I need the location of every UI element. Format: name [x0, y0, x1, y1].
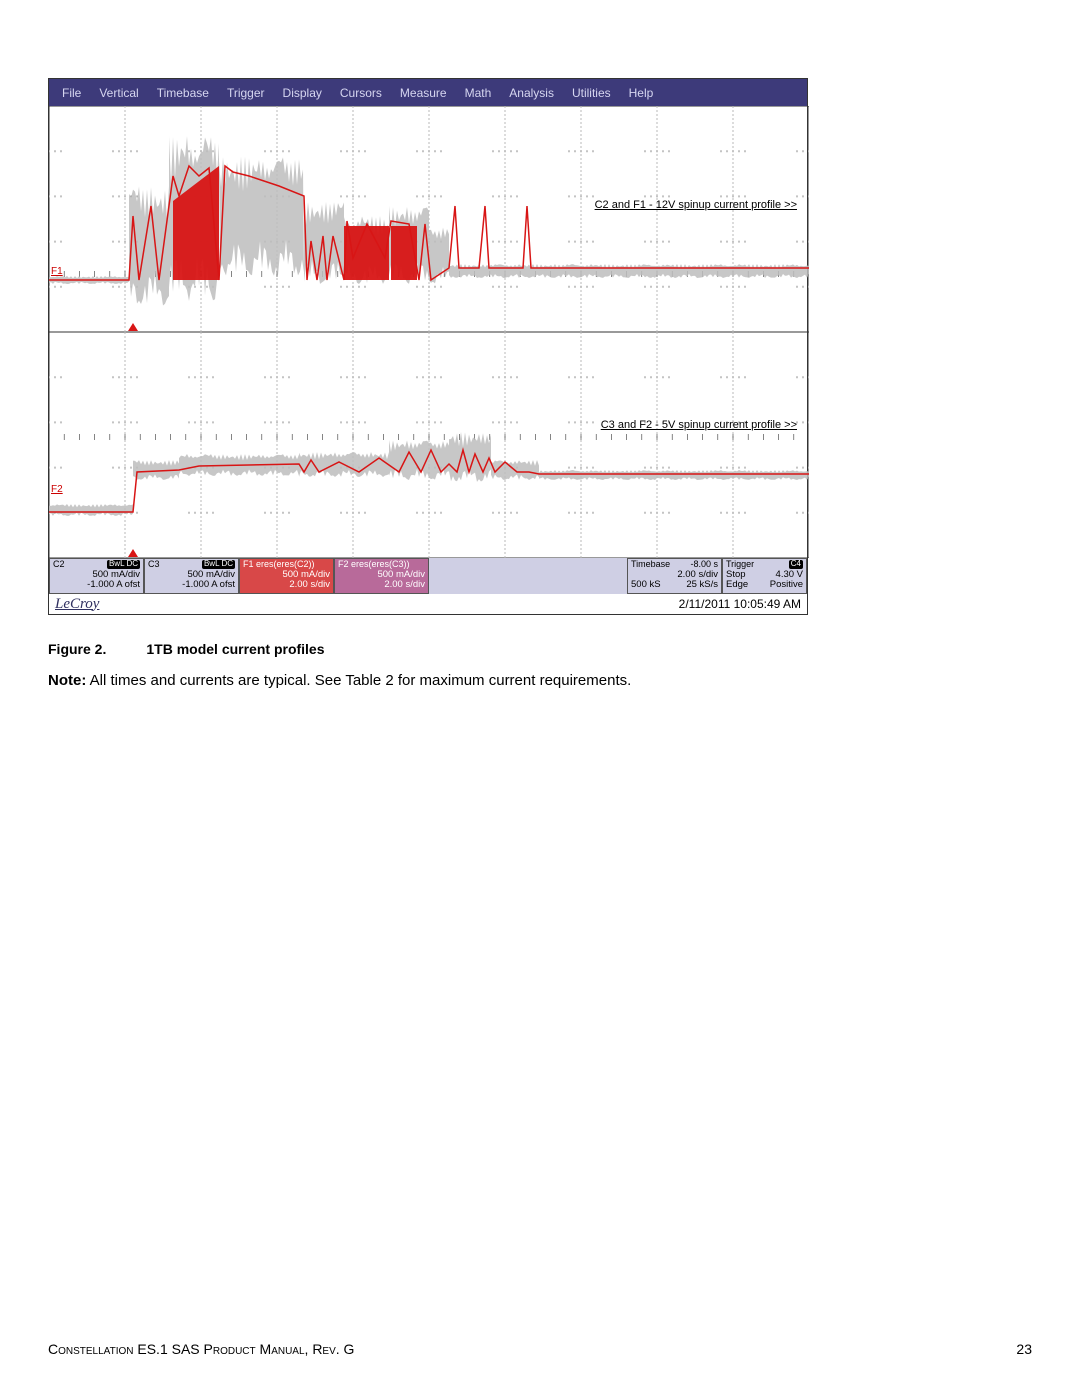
note-body: All times and currents are typical. See …: [86, 672, 631, 689]
figure-number: Figure 2.: [48, 641, 106, 657]
info-f2-hdr: F2 eres(eres(C3)): [338, 560, 410, 569]
menu-item-display[interactable]: Display: [274, 86, 331, 100]
note-bold: Note:: [48, 672, 86, 689]
plot-area: F1 C2 and F1 - 12V spinup current profil…: [49, 106, 807, 558]
info-c2-hdr: C2: [53, 560, 65, 569]
info-f1-l2: 2.00 s/div: [243, 580, 330, 590]
menu-item-math[interactable]: Math: [456, 86, 501, 100]
info-spacer: [429, 558, 627, 594]
info-tr-hdr: Trigger: [726, 560, 754, 569]
info-c3-hdr: C3: [148, 560, 160, 569]
info-f1: F1 eres(eres(C2)) 500 mA/div 2.00 s/div: [239, 558, 334, 594]
plot-annotation-5v: C3 and F2 - 5V spinup current profile >>: [599, 418, 799, 432]
info-tr-badge: C4: [789, 560, 803, 569]
menu-item-file[interactable]: File: [53, 86, 90, 100]
info-tb-hdr: Timebase: [631, 560, 670, 569]
plot-annotation-12v: C2 and F1 - 12V spinup current profile >…: [593, 198, 799, 212]
menu-item-utilities[interactable]: Utilities: [563, 86, 620, 100]
logo-row: LeCroy 2/11/2011 10:05:49 AM: [49, 594, 807, 614]
info-timebase: Timebase-8.00 s 2.00 s/div 500 kS25 kS/s: [627, 558, 722, 594]
info-tb-l3: 25 kS/s: [686, 580, 718, 590]
menu-item-timebase[interactable]: Timebase: [148, 86, 218, 100]
plot-12v: F1 C2 and F1 - 12V spinup current profil…: [49, 106, 807, 332]
menu-item-measure[interactable]: Measure: [391, 86, 456, 100]
info-c2-l2: -1.000 A ofst: [53, 580, 140, 590]
info-c3: C3BwL DC 500 mA/div -1.000 A ofst: [144, 558, 239, 594]
info-f1-hdr: F1 eres(eres(C2)): [243, 560, 315, 569]
oscilloscope-screenshot: FileVerticalTimebaseTriggerDisplayCursor…: [48, 78, 808, 615]
info-c3-l2: -1.000 A ofst: [148, 580, 235, 590]
info-c2-badge: BwL DC: [107, 560, 140, 569]
footer-left: Constellation ES.1 SAS Product Manual, R…: [48, 1341, 354, 1357]
channel-label-f2: F2: [51, 484, 63, 495]
info-f2: F2 eres(eres(C3)) 500 mA/div 2.00 s/div: [334, 558, 429, 594]
info-f2-l2: 2.00 s/div: [338, 580, 425, 590]
menu-item-cursors[interactable]: Cursors: [331, 86, 391, 100]
menu-bar: FileVerticalTimebaseTriggerDisplayCursor…: [49, 79, 807, 106]
info-trigger: TriggerC4 Stop4.30 V EdgePositive: [722, 558, 807, 594]
menu-item-vertical[interactable]: Vertical: [90, 86, 147, 100]
channel-label-f1: F1: [51, 266, 63, 277]
menu-item-help[interactable]: Help: [620, 86, 663, 100]
figure-caption: Figure 2. 1TB model current profiles: [48, 641, 1032, 657]
info-tb-v: -8.00 s: [690, 560, 718, 569]
info-tb-l2: 500 kS: [631, 580, 661, 590]
note-text: Note: All times and currents are typical…: [48, 671, 1032, 691]
plot-5v: F2 C3 and F2 - 5V spinup current profile…: [49, 332, 807, 558]
timestamp: 2/11/2011 10:05:49 AM: [679, 597, 801, 611]
figure-title: 1TB model current profiles: [146, 641, 324, 657]
info-row: C2BwL DC 500 mA/div -1.000 A ofst C3BwL …: [49, 558, 807, 594]
lecroy-logo: LeCroy: [55, 596, 99, 613]
info-tr-v2: Positive: [770, 580, 803, 590]
info-tr-l2: Edge: [726, 580, 748, 590]
footer-page-number: 23: [1016, 1341, 1032, 1357]
info-c3-badge: BwL DC: [202, 560, 235, 569]
info-c2: C2BwL DC 500 mA/div -1.000 A ofst: [49, 558, 144, 594]
menu-item-analysis[interactable]: Analysis: [500, 86, 563, 100]
menu-item-trigger[interactable]: Trigger: [218, 86, 274, 100]
page-footer: Constellation ES.1 SAS Product Manual, R…: [48, 1341, 1032, 1357]
